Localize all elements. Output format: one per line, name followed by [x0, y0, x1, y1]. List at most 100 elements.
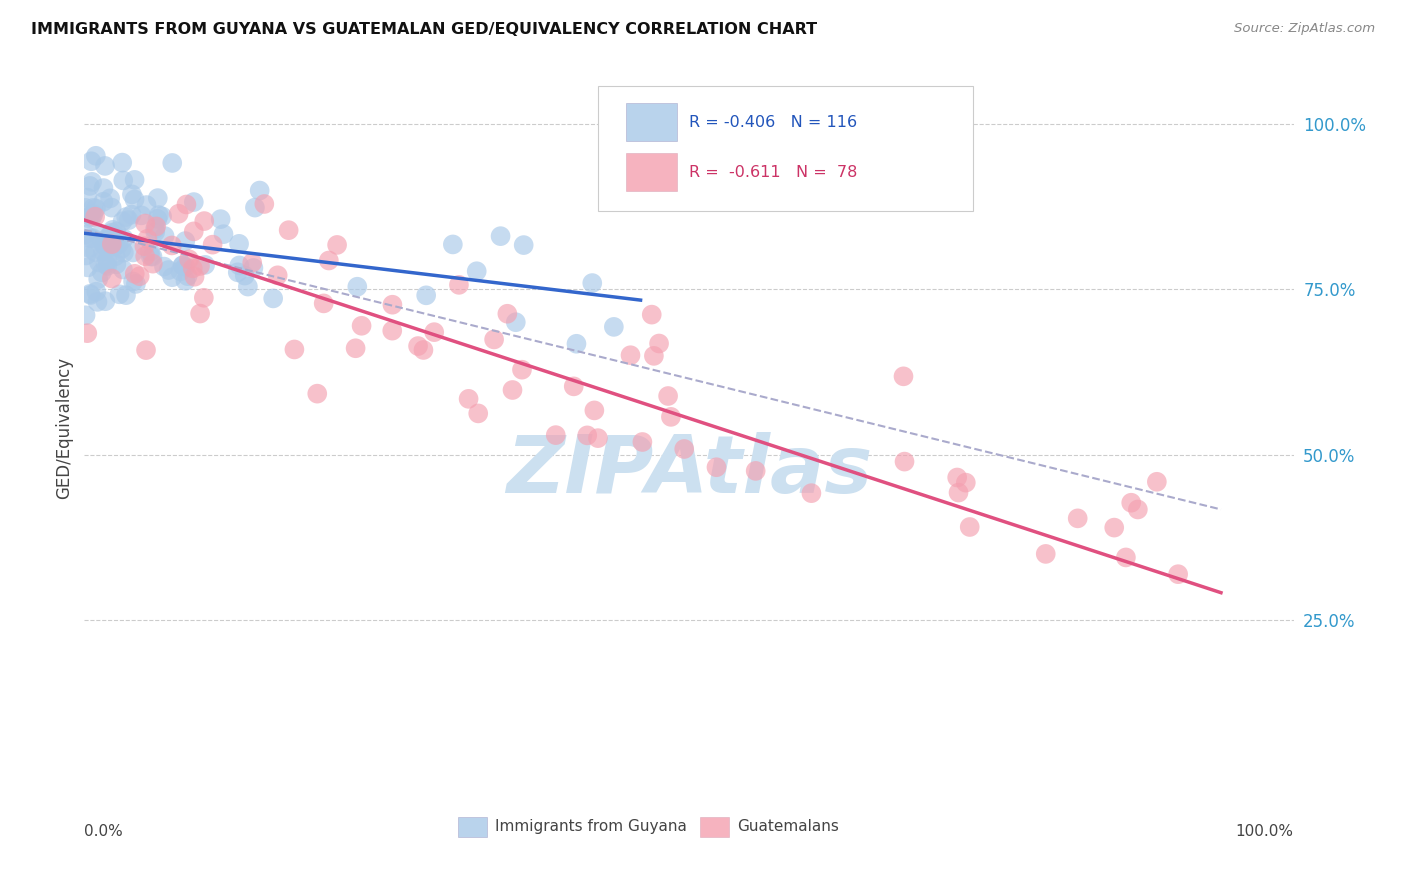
- Point: [236, 279, 259, 293]
- Point: [1102, 520, 1125, 534]
- Point: [228, 236, 250, 251]
- Point: [111, 262, 134, 277]
- Point: [96, 253, 118, 268]
- Point: [75, 227, 97, 242]
- Point: [946, 470, 969, 484]
- Point: [94, 238, 117, 252]
- Point: [139, 249, 162, 263]
- Point: [643, 349, 665, 363]
- Point: [90, 265, 112, 279]
- Point: [160, 238, 183, 252]
- Point: [659, 409, 682, 424]
- Point: [80, 154, 103, 169]
- Point: [75, 201, 97, 215]
- Point: [142, 257, 165, 271]
- Point: [93, 181, 115, 195]
- Point: [948, 485, 970, 500]
- Point: [94, 233, 117, 247]
- Point: [800, 486, 823, 500]
- Point: [1121, 496, 1143, 510]
- Point: [79, 286, 101, 301]
- Point: [94, 159, 117, 173]
- Point: [108, 287, 131, 301]
- Point: [105, 257, 128, 271]
- Text: R =  -0.611   N =  78: R = -0.611 N = 78: [689, 165, 858, 180]
- Point: [143, 222, 166, 236]
- Point: [312, 296, 335, 310]
- Point: [76, 191, 98, 205]
- Point: [160, 270, 183, 285]
- Point: [183, 195, 205, 210]
- Point: [502, 383, 524, 397]
- Point: [423, 325, 446, 339]
- Point: [174, 274, 197, 288]
- Point: [84, 210, 107, 224]
- Point: [346, 279, 368, 293]
- Point: [148, 208, 170, 222]
- Point: [111, 242, 134, 256]
- Point: [307, 386, 329, 401]
- Point: [603, 319, 626, 334]
- Point: [240, 255, 263, 269]
- Point: [84, 149, 107, 163]
- Point: [79, 288, 101, 302]
- Point: [489, 229, 512, 244]
- Point: [262, 292, 284, 306]
- Point: [136, 232, 159, 246]
- Point: [249, 184, 271, 198]
- Point: [162, 156, 184, 170]
- Point: [233, 268, 256, 283]
- Point: [146, 211, 169, 226]
- Point: [267, 268, 290, 283]
- Point: [139, 244, 162, 259]
- Point: [648, 336, 671, 351]
- Point: [80, 211, 103, 225]
- Point: [1115, 550, 1137, 565]
- Point: [193, 214, 215, 228]
- Point: [150, 210, 173, 224]
- Point: [176, 269, 198, 284]
- Text: R = -0.406   N = 116: R = -0.406 N = 116: [689, 115, 858, 130]
- Point: [82, 207, 104, 221]
- Point: [193, 291, 215, 305]
- Point: [100, 201, 122, 215]
- Point: [77, 211, 100, 226]
- Point: [657, 389, 679, 403]
- Point: [447, 277, 470, 292]
- Point: [101, 237, 124, 252]
- Point: [135, 198, 157, 212]
- Point: [115, 288, 138, 302]
- Point: [510, 362, 533, 376]
- Point: [201, 237, 224, 252]
- Point: [243, 201, 266, 215]
- Point: [177, 252, 200, 267]
- Point: [157, 263, 180, 277]
- Point: [112, 173, 135, 187]
- Point: [188, 307, 211, 321]
- Point: [145, 219, 167, 234]
- Point: [406, 339, 429, 353]
- Point: [93, 238, 115, 252]
- Point: [115, 210, 138, 224]
- Point: [183, 269, 205, 284]
- Text: 100.0%: 100.0%: [1236, 824, 1294, 839]
- Point: [91, 244, 114, 259]
- Point: [124, 173, 146, 187]
- Point: [586, 431, 609, 445]
- Point: [228, 259, 250, 273]
- Point: [107, 237, 129, 252]
- Point: [86, 294, 108, 309]
- Point: [84, 245, 107, 260]
- Point: [562, 379, 585, 393]
- Y-axis label: GED/Equivalency: GED/Equivalency: [55, 357, 73, 500]
- Point: [153, 229, 176, 244]
- Point: [169, 264, 191, 278]
- Point: [381, 298, 404, 312]
- Point: [441, 237, 464, 252]
- Point: [673, 442, 696, 456]
- Point: [122, 275, 145, 289]
- Point: [79, 178, 101, 193]
- Point: [122, 245, 145, 260]
- Point: [181, 261, 204, 276]
- Point: [277, 223, 299, 237]
